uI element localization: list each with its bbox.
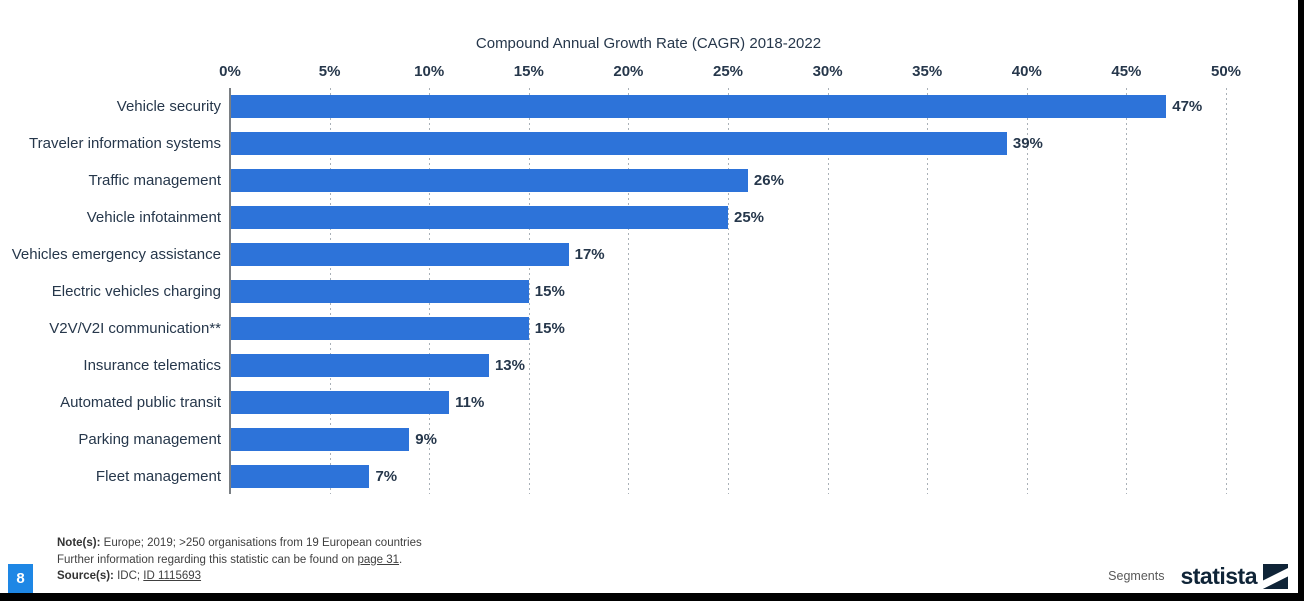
bar-track: 25%	[230, 206, 1240, 229]
x-tick-label: 5%	[318, 63, 341, 80]
chart-row: Fleet management 7%	[0, 458, 1240, 495]
screen-edge-bottom	[0, 593, 1304, 601]
chart-row: Traffic management 26%	[0, 162, 1240, 199]
gridline	[628, 88, 630, 494]
x-tick-label: 15%	[513, 63, 544, 80]
bar	[230, 428, 410, 451]
value-label: 25%	[734, 209, 765, 226]
bar-track: 26%	[230, 169, 1240, 192]
value-label: 15%	[534, 283, 565, 300]
chart-row: Vehicle infotainment 25%	[0, 199, 1240, 236]
value-label: 26%	[753, 172, 784, 189]
category-label: Parking management	[78, 431, 221, 448]
source-text: IDC;	[117, 570, 141, 582]
category-label: Traffic management	[88, 172, 221, 189]
bar-track: 39%	[230, 132, 1240, 155]
screen-edge-right	[1298, 0, 1304, 601]
chart-row: Vehicles emergency assistance 17%	[0, 236, 1240, 273]
bar-chart-plot: Vehicle security 47% Traveler information …	[0, 88, 1240, 495]
statista-logo-icon	[1263, 563, 1288, 589]
further-info-line: Further information regarding this stati…	[57, 552, 422, 569]
x-tick-label: 10%	[414, 63, 445, 80]
x-tick-label: 50%	[1210, 63, 1242, 80]
source-label: Source(s):	[57, 570, 114, 582]
gridline	[827, 88, 829, 494]
category-label: Automated public transit	[60, 394, 221, 411]
category-label: Electric vehicles charging	[51, 283, 221, 300]
chart-row: Automated public transit 11%	[0, 384, 1240, 421]
value-label: 13%	[494, 357, 525, 374]
bar	[230, 243, 569, 266]
x-tick-label: 20%	[613, 63, 644, 80]
x-tick-label: 45%	[1111, 63, 1142, 80]
value-label: 17%	[574, 246, 605, 263]
segments-label: Segments	[1108, 569, 1165, 583]
bar	[230, 206, 728, 229]
category-label: Fleet management	[95, 468, 221, 485]
chart-row: Traveler information systems 39%	[0, 125, 1240, 162]
note-label: Note(s):	[57, 537, 101, 549]
value-label: 7%	[375, 468, 398, 485]
bar-track: 7%	[230, 465, 1240, 488]
statista-wordmark: statista	[1180, 562, 1257, 589]
category-label: Vehicle security	[116, 98, 221, 115]
page-31-link[interactable]: page 31	[357, 553, 400, 566]
chart-title: Compound Annual Growth Rate (CAGR) 2018-…	[475, 35, 822, 52]
further-info-text: Further information regarding this stati…	[57, 553, 355, 566]
bar-track: 15%	[230, 317, 1240, 340]
bar	[230, 169, 748, 192]
bar	[230, 95, 1167, 118]
further-info-period: .	[399, 553, 403, 566]
x-tick-label: 35%	[912, 63, 943, 80]
value-label: 11%	[455, 394, 485, 411]
note-line: Note(s): Europe; 2019; >250 organisation…	[57, 535, 422, 552]
bar-track: 47%	[230, 95, 1240, 118]
footer-right: Segments statista	[1108, 561, 1288, 591]
x-tick-label: 30%	[812, 63, 843, 80]
gridline	[1126, 88, 1128, 494]
bar	[230, 391, 450, 414]
bar	[230, 465, 370, 488]
page-number-badge: 8	[8, 564, 33, 593]
value-label: 15%	[534, 320, 565, 337]
chart-row: Parking management 9%	[0, 421, 1240, 458]
gridline	[728, 88, 729, 494]
bar-track: 13%	[230, 354, 1240, 377]
chart-row: Vehicle security 47%	[0, 88, 1240, 125]
gridline	[528, 88, 530, 494]
bar	[230, 317, 529, 340]
category-label: Insurance telematics	[83, 357, 221, 374]
bar	[230, 280, 529, 303]
x-tick-label: 40%	[1011, 63, 1042, 80]
x-tick-label: 25%	[712, 63, 744, 80]
value-label: 39%	[1012, 135, 1043, 152]
bar-track: 17%	[230, 243, 1240, 266]
value-label: 9%	[415, 431, 437, 448]
gridline	[1226, 88, 1227, 494]
category-label: Vehicle infotainment	[86, 209, 221, 226]
source-line: Source(s): IDC; ID 1115693	[57, 568, 422, 585]
bar	[230, 132, 1007, 155]
note-text: Europe; 2019; >250 organisations from 19…	[103, 537, 422, 549]
value-label: 47%	[1172, 98, 1203, 115]
gridline	[927, 88, 929, 494]
bar-track: 15%	[230, 280, 1240, 303]
gridline	[1026, 88, 1028, 494]
category-label: Vehicles emergency assistance	[11, 246, 221, 263]
chart-row: V2V/V2I communication** 15%	[0, 310, 1240, 347]
bar	[230, 354, 489, 377]
bar-track: 9%	[230, 428, 1240, 451]
chart-row: Insurance telematics 13%	[0, 347, 1240, 384]
chart-row: Electric vehicles charging 15%	[0, 273, 1240, 310]
y-axis-line	[229, 88, 231, 494]
x-tick-label: 0%	[219, 63, 241, 80]
statista-logo: statista	[1180, 562, 1288, 589]
notes-block: Note(s): Europe; 2019; >250 organisation…	[57, 535, 422, 585]
category-label: Traveler information systems	[29, 135, 221, 152]
category-label: V2V/V2I communication**	[49, 320, 221, 337]
bar-track: 11%	[230, 391, 1240, 414]
statistic-id-link[interactable]: ID 1115693	[143, 570, 202, 582]
